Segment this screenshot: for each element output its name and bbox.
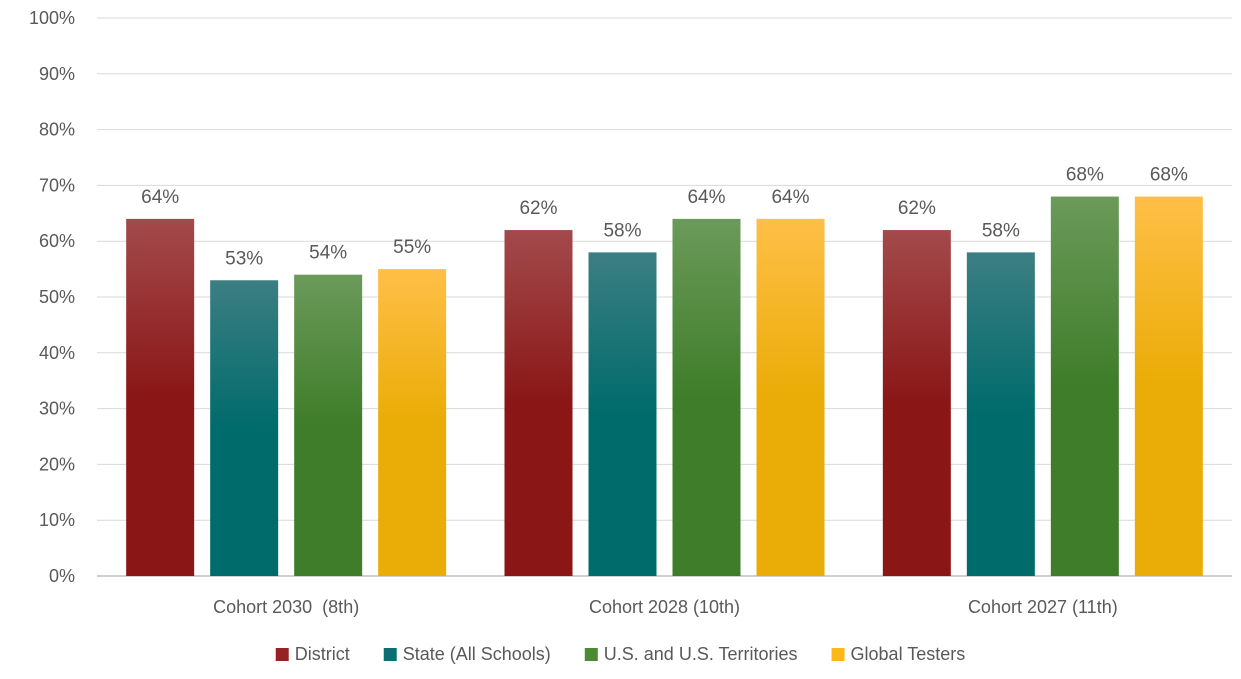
y-tick-label: 100% <box>29 8 75 28</box>
y-tick-label: 0% <box>49 566 75 586</box>
data-label: 68% <box>1066 165 1104 186</box>
legend-item-state-all-schools: State (All Schools) <box>383 644 551 664</box>
data-label: 64% <box>141 187 179 208</box>
legend-label: U.S. and U.S. Territories <box>604 644 798 664</box>
legend-item-global-testers: Global Testers <box>831 644 966 664</box>
data-labels: 64% 53% 54% 55% 62% 58% 64% 64% 62% 58% 68% 68% <box>141 165 1188 270</box>
data-label: 62% <box>898 198 936 219</box>
legend-swatch <box>383 648 397 661</box>
legend-label: State (All Schools) <box>403 644 551 664</box>
bar-district-0 <box>126 218 195 576</box>
bar-state-all-schools-1 <box>588 252 657 577</box>
x-category-label: Cohort 2027 (11th) <box>968 597 1118 617</box>
y-axis-tick-labels: 0% 10% 20% 30% 40% 50% 60% 70% 80% 90% 100% <box>29 8 75 586</box>
data-label: 55% <box>393 237 431 258</box>
bar-u-s-and-u-s-territories-1 <box>672 218 741 576</box>
legend-swatch <box>831 648 845 661</box>
data-label: 58% <box>982 220 1020 241</box>
data-label: 62% <box>519 198 557 219</box>
x-axis-category-labels: Cohort 2030 (8th) Cohort 2028 (10th) Cohor… <box>213 597 1118 617</box>
y-tick-label: 70% <box>39 175 75 195</box>
bar-u-s-and-u-s-territories-0 <box>294 274 363 576</box>
legend-item-district: District <box>275 644 350 664</box>
bar-global-testers-1 <box>756 218 825 576</box>
bar-district-2 <box>882 230 951 577</box>
y-tick-label: 20% <box>39 454 75 474</box>
legend-item-u-s-and-u-s-territories: U.S. and U.S. Territories <box>584 644 798 664</box>
bar-global-testers-2 <box>1134 196 1203 576</box>
legend-label: Global Testers <box>851 644 966 664</box>
data-label: 68% <box>1150 165 1188 186</box>
legend-swatch <box>584 648 598 661</box>
data-label: 58% <box>603 220 641 241</box>
y-tick-label: 50% <box>39 287 75 307</box>
bars <box>126 196 1203 577</box>
bar-state-all-schools-0 <box>210 280 279 576</box>
legend-label: District <box>295 644 350 664</box>
data-label: 64% <box>687 187 725 208</box>
x-category-label: Cohort 2030 (8th) <box>213 597 359 617</box>
y-tick-label: 90% <box>39 64 75 84</box>
legend-swatch <box>275 648 289 661</box>
bar-u-s-and-u-s-territories-2 <box>1050 196 1119 576</box>
bar-district-1 <box>504 230 573 577</box>
y-tick-label: 40% <box>39 343 75 363</box>
legend: District State (All Schools) U.S. and U.S.… <box>275 644 966 664</box>
data-label: 53% <box>225 248 263 269</box>
gridlines <box>97 17 1232 577</box>
y-tick-label: 60% <box>39 231 75 251</box>
data-label: 54% <box>309 243 347 264</box>
y-tick-label: 80% <box>39 120 75 140</box>
y-tick-label: 10% <box>39 510 75 530</box>
data-label: 64% <box>771 187 809 208</box>
bar-global-testers-0 <box>378 269 447 576</box>
x-category-label: Cohort 2028 (10th) <box>589 597 740 617</box>
bar-state-all-schools-2 <box>966 252 1035 577</box>
y-tick-label: 30% <box>39 399 75 419</box>
